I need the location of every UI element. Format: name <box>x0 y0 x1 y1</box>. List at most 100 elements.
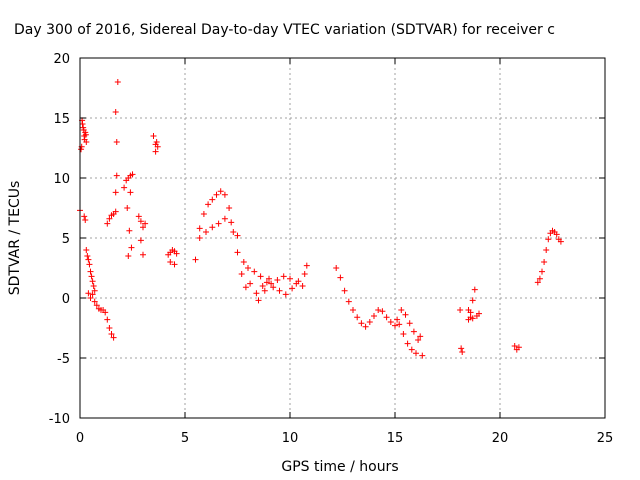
data-point <box>152 148 159 155</box>
data-point <box>209 196 216 203</box>
data-point <box>125 253 132 259</box>
data-point <box>209 224 216 231</box>
data-point <box>140 224 146 231</box>
data-point <box>457 307 464 313</box>
data-point <box>371 313 377 319</box>
data-point <box>215 220 222 227</box>
data-point <box>81 136 88 143</box>
data-point <box>106 215 113 222</box>
data-point <box>276 287 283 294</box>
data-point <box>153 139 160 145</box>
data-point <box>541 259 548 265</box>
data-point <box>406 320 413 327</box>
data-point <box>534 279 541 286</box>
data-point <box>91 298 98 305</box>
chart-title: Day 300 of 2016, Sidereal Day-to-day VTE… <box>14 22 555 38</box>
data-point <box>110 334 117 341</box>
data-point <box>557 238 564 245</box>
data-point <box>417 333 424 340</box>
data-point <box>104 220 111 227</box>
data-point <box>259 283 266 289</box>
y-tick-label: 15 <box>53 112 70 127</box>
data-point <box>261 287 268 294</box>
data-point <box>268 280 275 287</box>
data-point <box>375 307 382 313</box>
data-point <box>234 249 241 256</box>
data-point <box>86 261 93 268</box>
data-point <box>79 121 86 127</box>
data-point <box>287 275 293 282</box>
x-axis-label: GPS time / hours <box>281 459 398 475</box>
data-point <box>458 345 465 352</box>
data-point <box>87 268 94 275</box>
data-point <box>247 280 254 287</box>
data-point <box>398 307 405 313</box>
data-point <box>150 133 157 139</box>
data-point <box>112 109 119 115</box>
data-point <box>362 323 369 330</box>
y-tick-label: 0 <box>62 292 70 307</box>
data-point <box>228 219 235 226</box>
data-point <box>251 268 258 275</box>
data-point <box>253 290 260 297</box>
data-point <box>108 331 115 337</box>
data-point <box>410 328 417 335</box>
data-point <box>469 297 476 304</box>
data-point <box>242 284 249 291</box>
data-point <box>88 273 95 280</box>
y-tick-label: -5 <box>57 352 70 367</box>
data-point <box>415 337 422 343</box>
y-tick-label: 20 <box>53 52 70 67</box>
x-tick-label: 5 <box>181 431 189 446</box>
data-point <box>83 247 90 253</box>
data-point <box>113 139 120 145</box>
data-point <box>545 236 552 243</box>
data-point <box>413 350 419 357</box>
data-point <box>471 286 478 293</box>
data-series <box>77 79 564 359</box>
data-point <box>553 231 560 238</box>
data-point <box>469 315 476 322</box>
data-point <box>404 340 411 347</box>
data-point <box>226 205 233 211</box>
data-point <box>85 290 92 297</box>
data-point <box>266 275 272 282</box>
data-point <box>274 277 281 283</box>
data-point <box>82 131 89 138</box>
data-point <box>221 215 228 222</box>
y-tick-label: 10 <box>53 172 70 187</box>
data-point <box>213 191 220 198</box>
data-point <box>333 265 340 271</box>
data-point <box>113 172 120 179</box>
data-point <box>112 208 119 215</box>
data-point <box>87 295 94 301</box>
data-point <box>104 316 111 323</box>
y-tick-label: -10 <box>49 412 70 427</box>
data-point <box>173 250 180 257</box>
data-point <box>102 309 109 316</box>
data-point <box>230 229 237 235</box>
data-point <box>394 316 401 323</box>
data-point <box>91 287 98 294</box>
data-point <box>238 271 245 277</box>
data-point <box>408 346 415 353</box>
data-point <box>337 274 344 281</box>
data-point <box>221 191 228 198</box>
data-point <box>515 344 522 351</box>
data-point <box>476 310 482 317</box>
data-point <box>126 227 133 234</box>
data-point <box>129 171 136 178</box>
data-point <box>137 237 144 244</box>
data-point <box>89 278 96 285</box>
data-point <box>459 349 466 355</box>
data-point <box>217 188 224 195</box>
data-point <box>282 291 289 298</box>
x-tick-label: 15 <box>387 431 404 446</box>
data-point <box>289 285 296 292</box>
data-point <box>366 319 373 325</box>
data-point <box>402 311 409 318</box>
data-point <box>387 319 394 325</box>
data-point <box>85 256 92 263</box>
data-point <box>81 213 88 220</box>
